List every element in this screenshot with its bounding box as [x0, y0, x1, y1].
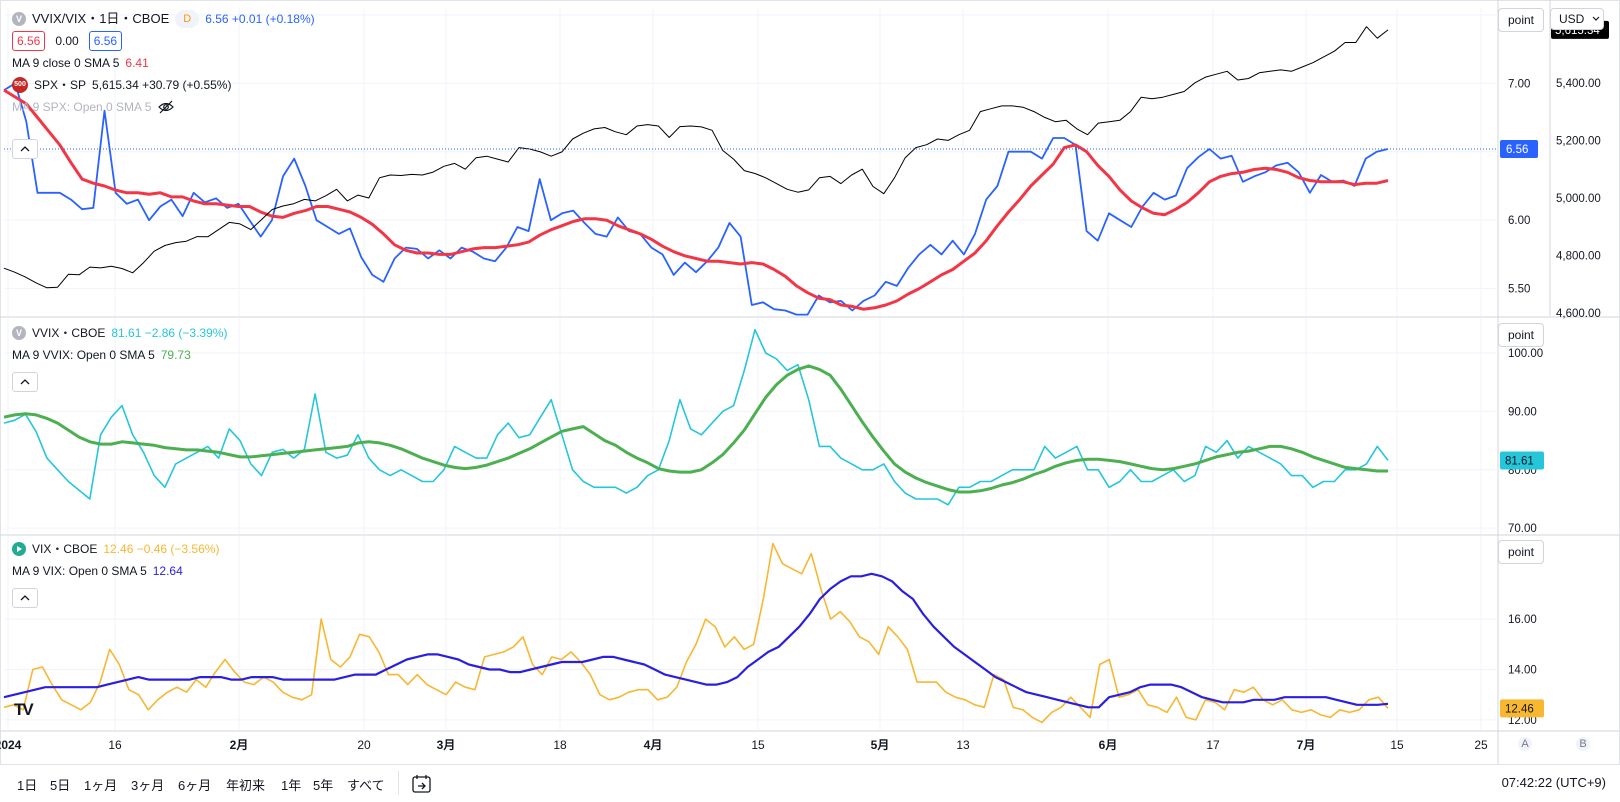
go-to-date-icon[interactable]	[411, 774, 433, 794]
currency-label: USD	[1559, 12, 1585, 26]
vix-line	[3, 542, 1389, 724]
time-tick-label: 16	[108, 738, 122, 752]
vvix-last-label: 81.61	[1505, 455, 1534, 467]
vix-collapse-button[interactable]	[12, 588, 38, 608]
vvix-pane-title[interactable]: VVIX・CBOE	[32, 326, 106, 340]
toolbar-divider	[398, 771, 399, 795]
price-tick-label: 100.00	[1508, 348, 1543, 360]
last-price-label: 6.56	[1506, 144, 1528, 156]
spx-ma-label[interactable]: MA 9 SPX: Open 0 SMA 5	[12, 100, 152, 114]
vix-pane-title[interactable]: VIX・CBOE	[32, 542, 98, 556]
tradingview-logo[interactable]: TV	[14, 700, 34, 719]
spx-tick-label: 5,400.00	[1556, 78, 1601, 90]
vix-ma-line	[3, 572, 1389, 709]
vvix-legend: V VVIX・CBOE 81.61 −2.86 (−3.39%) MA 9 VV…	[12, 322, 227, 366]
spx-label[interactable]: SPX・SP	[34, 78, 87, 92]
time-tick-label: 4月	[644, 738, 663, 752]
spx-line	[3, 26, 1389, 289]
vix-last-tag	[1500, 699, 1544, 718]
range-1d-button[interactable]: 1日	[17, 778, 38, 793]
spx-symbol-badge: 500	[12, 77, 28, 93]
price-tick-label: 7.00	[1508, 78, 1530, 90]
ask-price-box: 6.56	[88, 31, 123, 51]
chevron-up-icon	[20, 595, 30, 601]
vix-last-label: 12.46	[1505, 703, 1534, 715]
vvix-value-text: 81.61 −2.86 (−3.39%)	[111, 326, 228, 340]
ma-ratio-label[interactable]: MA 9 close 0 SMA 5	[12, 56, 120, 70]
price-tick-label: 90.00	[1508, 406, 1537, 418]
range-1m-button[interactable]: 1ヶ月	[84, 778, 118, 793]
time-tick-label: 7月	[1297, 738, 1316, 752]
vvix-ma-line	[3, 364, 1388, 494]
spx-tick-label: 4,600.00	[1556, 308, 1601, 320]
range-3m-button[interactable]: 3ヶ月	[131, 778, 165, 793]
price-tick-label: 70.00	[1508, 523, 1537, 535]
range-5d-button[interactable]: 5日	[50, 778, 71, 793]
time-tick-label: 5月	[871, 738, 890, 752]
vvix-vix-symbol-badge: V	[12, 12, 26, 26]
price-tick-label: 12.00	[1508, 715, 1537, 727]
vvix-scale-point-button[interactable]: point	[1498, 323, 1544, 347]
time-tick-label: 15	[751, 738, 765, 752]
main-scale-point-button[interactable]: point	[1498, 8, 1544, 32]
spread-value: 0.00	[55, 34, 79, 48]
vvix-symbol-badge: V	[12, 326, 26, 340]
vix-ma-value: 12.64	[152, 564, 183, 578]
vix-scale-point-button[interactable]: point	[1498, 540, 1544, 564]
main-collapse-button[interactable]	[12, 139, 38, 159]
chevron-up-icon	[20, 379, 30, 385]
vvix-collapse-button[interactable]	[12, 372, 38, 392]
main-pane-title[interactable]: VVIX/VIX・1日・CBOE	[32, 11, 170, 26]
time-tick-label: 2月	[230, 738, 249, 752]
time-tick-label: 20	[357, 738, 371, 752]
spx-value: 5,615.34 +30.79 (+0.55%)	[92, 78, 232, 92]
vvix-last-tag	[1500, 451, 1544, 470]
ma-ratio-value: 6.41	[125, 56, 149, 70]
main-legend: V VVIX/VIX・1日・CBOE D 6.56 +0.01 (+0.18%)…	[12, 8, 315, 118]
vvix-ma-value: 79.73	[160, 348, 191, 362]
chevron-up-icon	[20, 146, 30, 152]
price-tick-label: 14.00	[1508, 665, 1537, 677]
auto-scale-a-button[interactable]: A	[1518, 737, 1532, 751]
range-all-button[interactable]: すべて	[347, 778, 385, 793]
time-tick-label: 13	[956, 738, 970, 752]
vix-ma-label[interactable]: MA 9 VIX: Open 0 SMA 5	[12, 564, 147, 578]
main-value-text: 6.56 +0.01 (+0.18%)	[205, 12, 315, 26]
price-tick-label: 6.00	[1508, 215, 1530, 227]
data-status-badge[interactable]: D	[175, 10, 200, 28]
time-tick-label: 2024	[0, 738, 22, 752]
spx-tick-label: 5,200.00	[1556, 135, 1601, 147]
time-tick-label: 6月	[1099, 738, 1118, 752]
vix-value-text: 12.46 −0.46 (−3.56%)	[103, 542, 220, 556]
eye-off-icon[interactable]	[157, 100, 175, 114]
vix-legend: VIX・CBOE 12.46 −0.46 (−3.56%) MA 9 VIX: …	[12, 538, 219, 582]
range-1y-button[interactable]: 1年	[281, 778, 302, 793]
clock-display[interactable]: 07:42:22 (UTC+9)	[1501, 775, 1606, 790]
price-tick-label: 16.00	[1508, 614, 1537, 626]
spx-tick-label: 5,000.00	[1556, 193, 1601, 205]
time-tick-label: 17	[1206, 738, 1220, 752]
time-tick-label: 18	[553, 738, 567, 752]
vvix-vix-ma-line	[3, 88, 1389, 311]
chevron-down-icon	[1592, 16, 1600, 21]
vvix-ma-label[interactable]: MA 9 VVIX: Open 0 SMA 5	[12, 348, 155, 362]
price-tick-label: 5.50	[1508, 284, 1530, 296]
auto-scale-b-button[interactable]: B	[1576, 737, 1590, 751]
vvix-line	[3, 328, 1389, 506]
time-tick-label: 3月	[437, 738, 456, 752]
spx-tick-label: 4,800.00	[1556, 251, 1601, 263]
play-icon	[12, 542, 26, 556]
bottom-toolbar: 1日 5日 1ヶ月 3ヶ月 6ヶ月 年初来 1年 5年 すべて 07:42:22…	[0, 764, 1620, 802]
time-tick-label: 15	[1390, 738, 1404, 752]
series-layer	[3, 26, 1498, 724]
range-ytd-button[interactable]: 年初来	[226, 778, 266, 793]
time-tick-label: 25	[1474, 738, 1488, 752]
currency-select[interactable]: USD	[1550, 8, 1604, 30]
axis-layer: 2024 16 2月 20 3月 18 4月 15 5月 13 6月 17 7月 15 25 5.50 6.00…	[0, 10, 1609, 752]
last-price-tag	[1500, 139, 1538, 158]
range-6m-button[interactable]: 6ヶ月	[178, 778, 212, 793]
range-5y-button[interactable]: 5年	[313, 778, 334, 793]
bid-price-box: 6.56	[12, 31, 46, 51]
